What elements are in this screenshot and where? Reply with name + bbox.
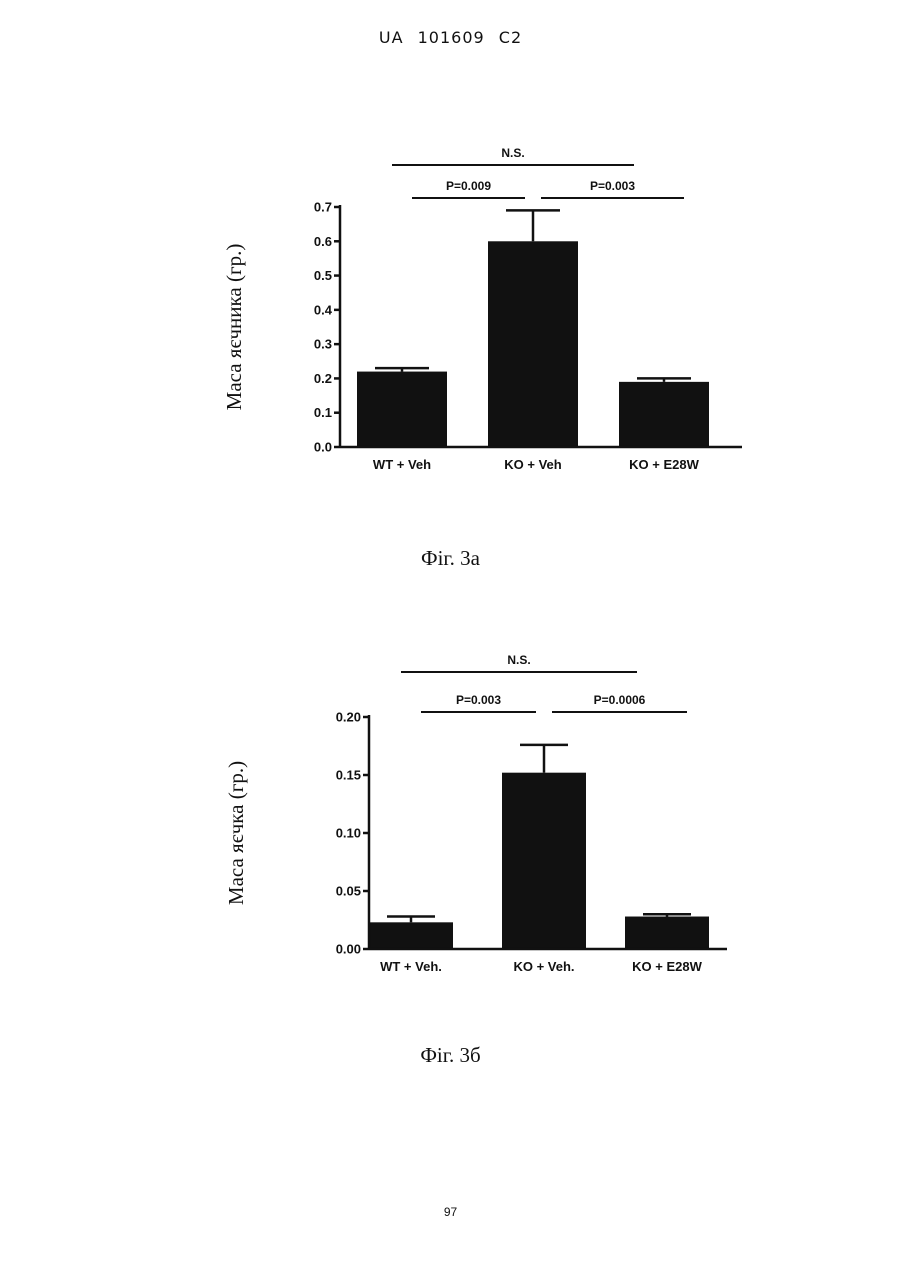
- significance-label-2: P=0.009: [446, 179, 491, 193]
- category-label-3: KO + E28W: [629, 457, 699, 472]
- bar-1: [369, 922, 453, 949]
- y-tick-label-6: 0.5: [314, 268, 332, 283]
- category-label-1: WT + Veh: [373, 457, 431, 472]
- bar-2: [502, 773, 586, 949]
- significance-label-2: P=0.003: [456, 693, 501, 707]
- figure-3a-chart: Маса яєчника (гр.) WT + Veh KO + Veh KO + E…: [0, 120, 901, 500]
- patent-header: UA 101609 C2: [0, 28, 901, 47]
- y-tick-label-2: 0.05: [336, 884, 361, 899]
- significance-label-1: N.S.: [501, 146, 524, 160]
- bar-3: [625, 917, 709, 949]
- bar-1: [357, 372, 447, 447]
- significance-label-1: N.S.: [507, 653, 530, 667]
- y-tick-label-8: 0.7: [314, 200, 332, 215]
- significance-label-3: P=0.0006: [594, 693, 646, 707]
- category-label-2: KO + Veh: [504, 457, 561, 472]
- y-tick-label-7: 0.6: [314, 234, 332, 249]
- y-tick-label-4: 0.3: [314, 337, 332, 352]
- category-label-3: KO + E28W: [632, 959, 702, 974]
- y-tick-label-3: 0.10: [336, 826, 361, 841]
- y-tick-label-5: 0.4: [314, 302, 333, 317]
- category-label-2: KO + Veh.: [513, 959, 574, 974]
- y-tick-label-1: 0.0: [314, 440, 332, 455]
- category-label-1: WT + Veh.: [380, 959, 442, 974]
- y-tick-label-4: 0.15: [336, 768, 361, 783]
- y-tick-label-3: 0.2: [314, 371, 332, 386]
- figure-3b-chart: Маса яєчка (гр.) WT + Veh. KO + Veh. KO + E…: [0, 630, 901, 1000]
- y-tick-label-5: 0.20: [336, 710, 361, 725]
- bar-3: [619, 382, 709, 447]
- y-tick-label-1: 0.00: [336, 942, 361, 957]
- y-axis-label: Маса яєчника (гр.): [222, 244, 246, 411]
- figure-3a-caption: Фіг. 3а: [0, 546, 901, 571]
- significance-label-3: P=0.003: [590, 179, 635, 193]
- bar-2: [488, 241, 578, 447]
- page-number: 97: [0, 1205, 901, 1219]
- y-axis-label: Маса яєчка (гр.): [224, 761, 248, 905]
- figure-3b-caption: Фіг. 3б: [0, 1043, 901, 1068]
- y-tick-label-2: 0.1: [314, 405, 332, 420]
